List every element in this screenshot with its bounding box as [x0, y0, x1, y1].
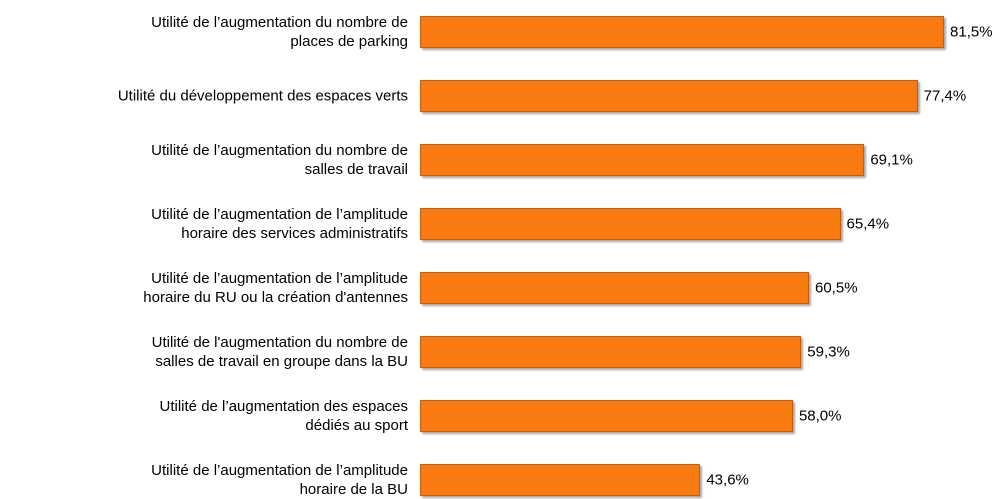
bar	[420, 208, 841, 240]
category-label: Utilité de l’augmentation des espaces dé…	[159, 398, 408, 434]
category-label: Utilité de l’augmentation de l’amplitude…	[151, 462, 408, 498]
category-label: Utilité de l’augmentation du nombre de p…	[151, 14, 408, 50]
value-label: 69,1%	[870, 151, 913, 169]
value-label: 60,5%	[815, 279, 858, 297]
bar	[420, 80, 918, 112]
bar	[420, 400, 793, 432]
category-label: Utilité de l’augmentation du nombre de s…	[151, 142, 408, 178]
category-label: Utilité de l'augmentation du nombre de s…	[151, 334, 408, 370]
bar	[420, 272, 809, 304]
value-label: 65,4%	[846, 215, 890, 233]
bar	[420, 464, 701, 496]
bar	[420, 336, 802, 368]
value-label: 58,0%	[798, 407, 842, 425]
category-label: Utilité de l’augmentation de l’amplitude…	[143, 270, 408, 306]
category-label: Utilité du développement des espaces ver…	[117, 87, 408, 105]
value-label: 81,5%	[950, 23, 993, 41]
value-label: 59,3%	[807, 343, 850, 361]
category-label: Utilité de l’augmentation de l’amplitude…	[151, 206, 408, 242]
bar	[420, 144, 865, 176]
value-label: 43,6%	[706, 471, 749, 489]
bar	[420, 16, 945, 48]
value-label: 77,4%	[923, 87, 967, 105]
